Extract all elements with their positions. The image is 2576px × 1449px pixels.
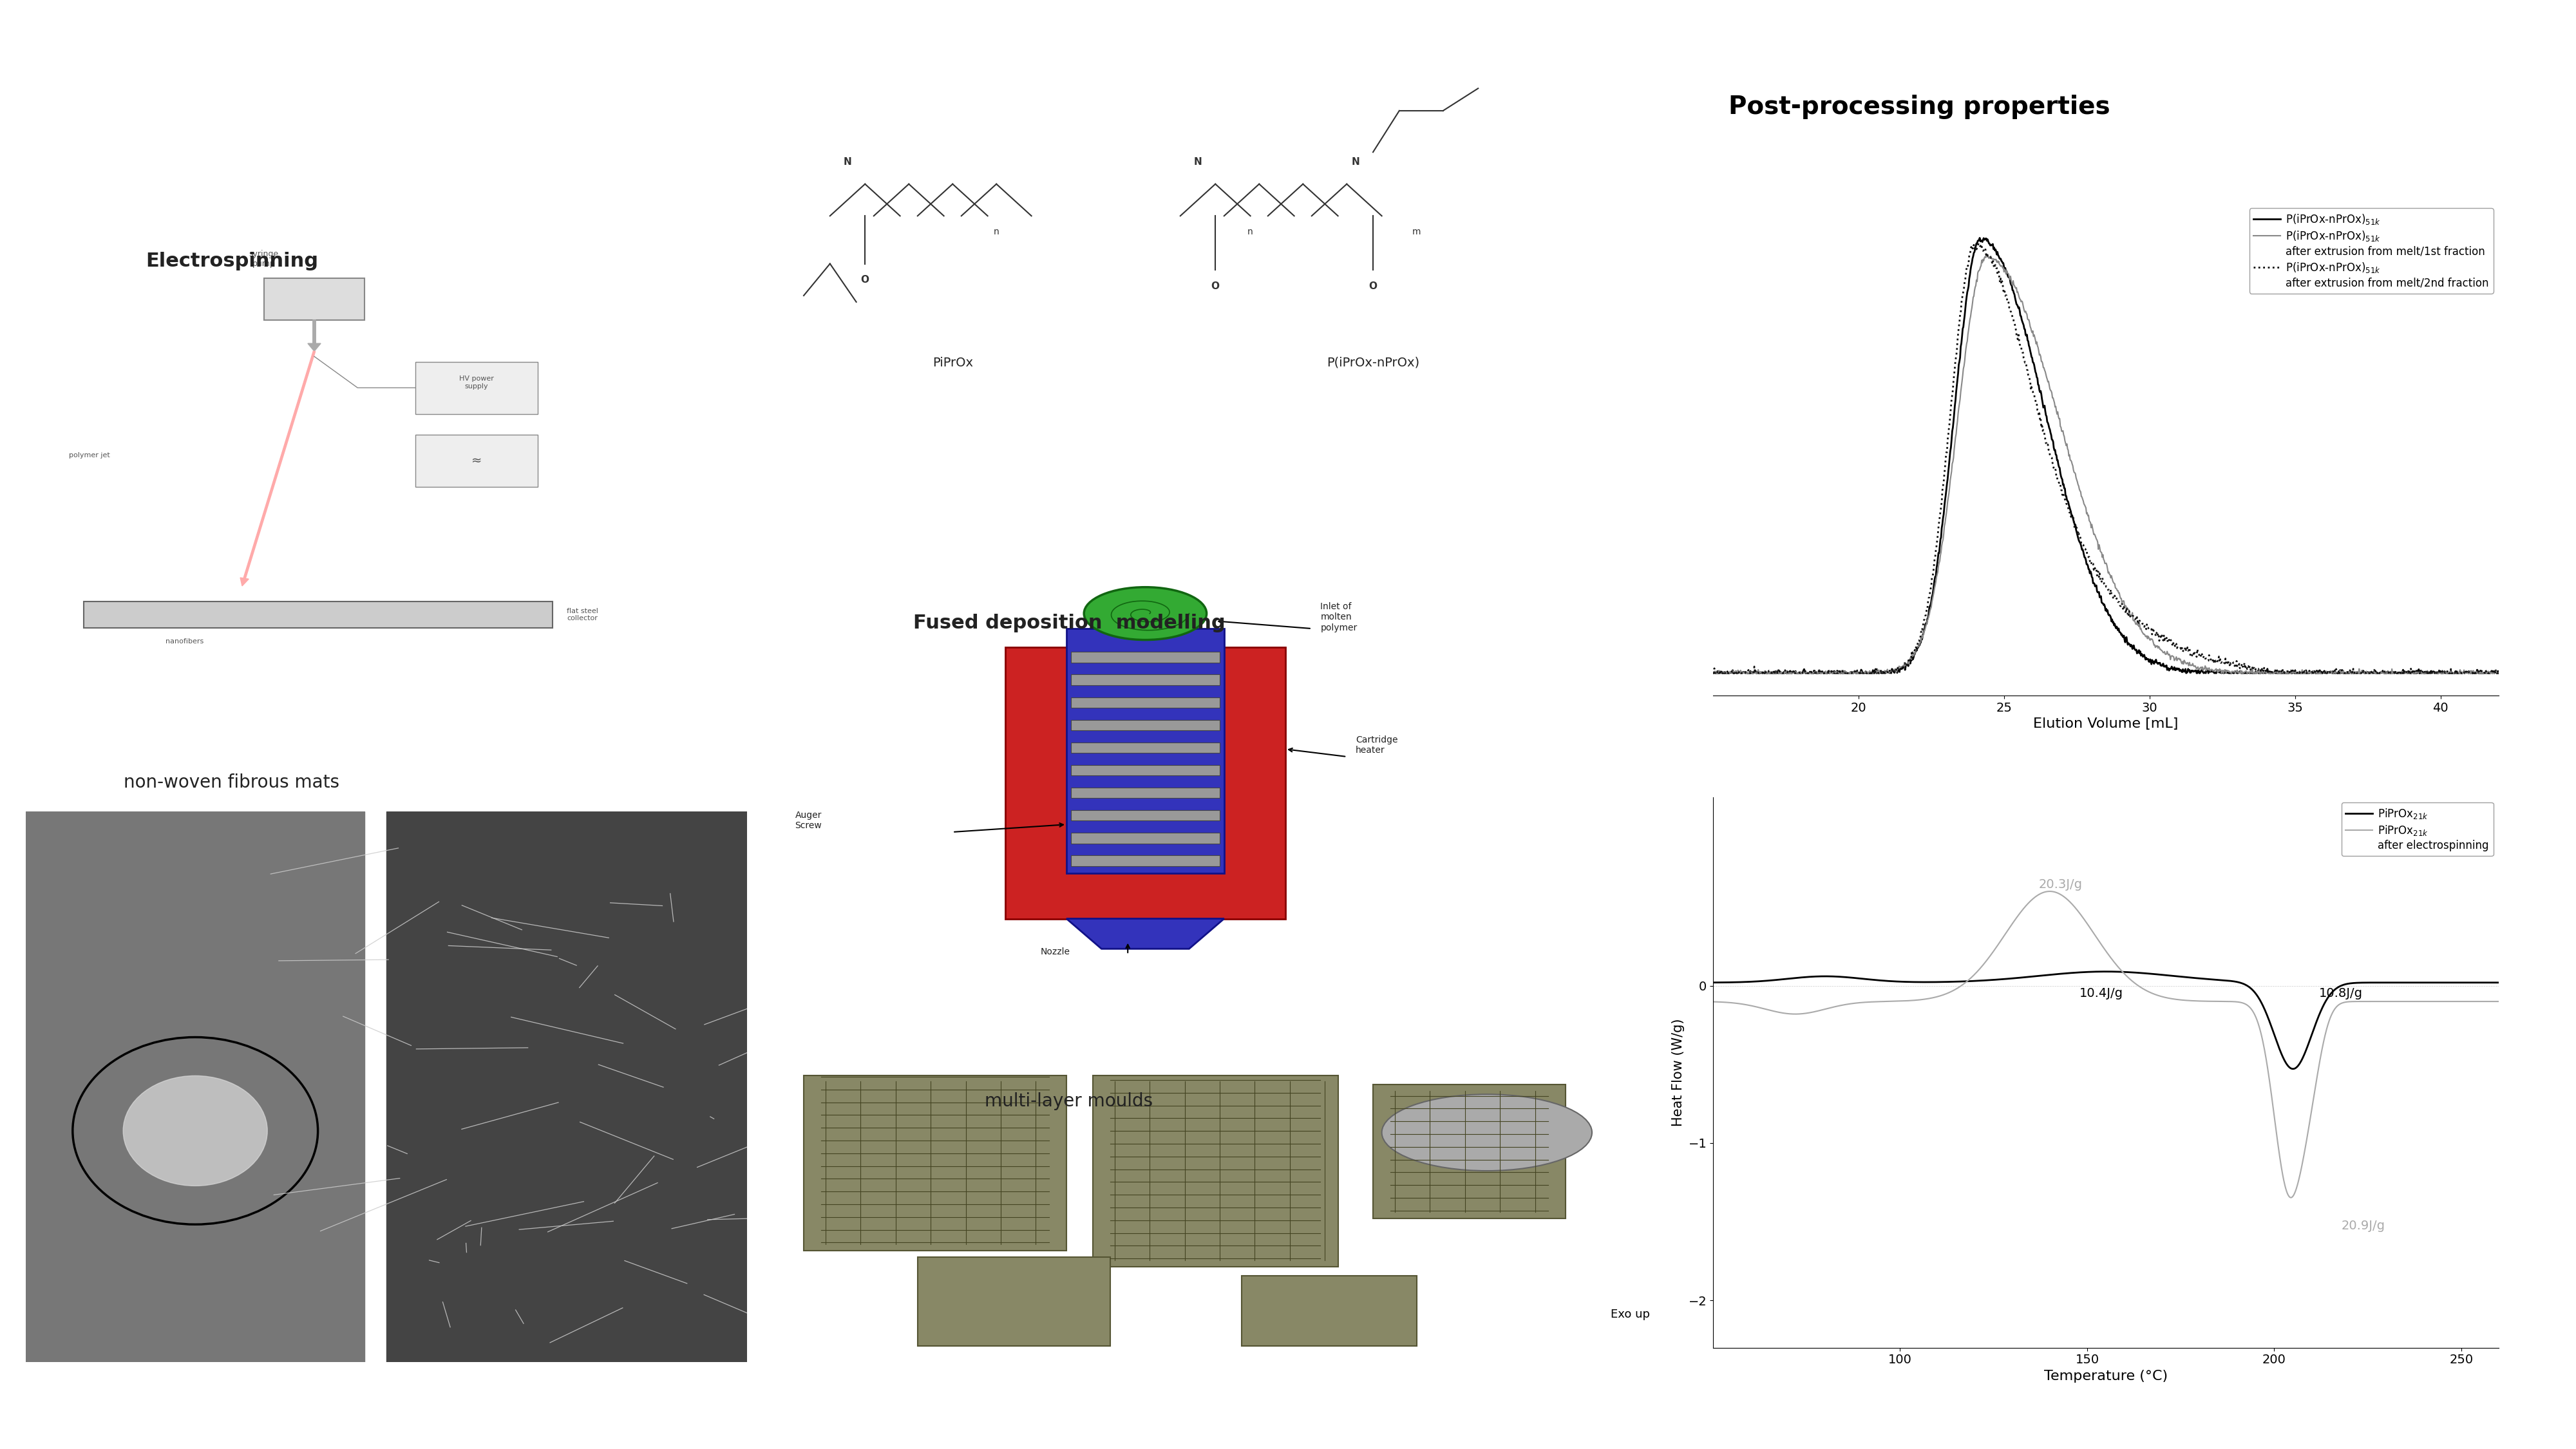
Bar	[804, 1075, 1066, 1250]
Legend: PiPrOx$_{21k}$, PiPrOx$_{21k}$, after electrospinning: PiPrOx$_{21k}$, PiPrOx$_{21k}$, after el…	[2342, 803, 2494, 856]
Bar	[82, 601, 551, 627]
Text: Electrospinning: Electrospinning	[144, 252, 319, 270]
Bar	[1072, 720, 1221, 730]
Bar	[1373, 1085, 1566, 1219]
Text: P(iPrOx-nPrOx): P(iPrOx-nPrOx)	[1327, 356, 1419, 369]
Text: N: N	[842, 156, 853, 167]
Bar	[26, 811, 366, 1362]
Text: Cartridge
heater: Cartridge heater	[1355, 736, 1399, 755]
Bar	[263, 278, 366, 320]
Bar	[1072, 697, 1221, 707]
Text: N: N	[1352, 156, 1360, 167]
Text: 20.3J/g: 20.3J/g	[2038, 878, 2081, 891]
Bar	[917, 1256, 1110, 1346]
Text: Inlet of
molten
polymer: Inlet of molten polymer	[1321, 603, 1358, 632]
Text: O: O	[860, 275, 868, 284]
Text: Auger
Screw: Auger Screw	[796, 811, 822, 830]
Text: Post-processing properties: Post-processing properties	[1728, 94, 2110, 119]
Bar	[1072, 855, 1221, 867]
Bar	[1072, 810, 1221, 820]
Text: 20.9J/g: 20.9J/g	[2342, 1220, 2385, 1232]
Text: O: O	[1211, 281, 1218, 291]
Text: Fused deposition  modelling: Fused deposition modelling	[912, 614, 1226, 632]
Text: multi-layer moulds: multi-layer moulds	[984, 1093, 1154, 1110]
Text: syringe
pump: syringe pump	[250, 249, 278, 268]
Text: n: n	[994, 227, 999, 236]
Text: ≈: ≈	[471, 455, 482, 467]
Bar	[415, 362, 538, 414]
X-axis label: Temperature (°C): Temperature (°C)	[2043, 1369, 2169, 1382]
FancyBboxPatch shape	[742, 67, 1654, 397]
FancyArrow shape	[240, 351, 314, 585]
FancyArrow shape	[307, 320, 322, 351]
Text: Nozzle: Nozzle	[1041, 948, 1069, 956]
Text: non-woven fibrous mats: non-woven fibrous mats	[124, 774, 340, 791]
Text: 10.8J/g: 10.8J/g	[2318, 987, 2362, 1000]
Text: N: N	[1193, 156, 1203, 167]
Bar	[1072, 742, 1221, 753]
Text: Exo up: Exo up	[1610, 1308, 1651, 1320]
Legend: P(iPrOx-nPrOx)$_{51k}$, P(iPrOx-nPrOx)$_{51k}$, after extrusion from melt/1st fr: P(iPrOx-nPrOx)$_{51k}$, P(iPrOx-nPrOx)$_…	[2249, 209, 2494, 294]
Circle shape	[124, 1075, 268, 1185]
Bar	[1072, 675, 1221, 685]
Text: 10.4J/g: 10.4J/g	[2079, 987, 2123, 1000]
Y-axis label: Heat Flow (W/g): Heat Flow (W/g)	[1672, 1019, 1685, 1126]
Text: PiPrOx: PiPrOx	[933, 356, 974, 369]
Bar	[1005, 648, 1285, 919]
X-axis label: Elution Volume [mL]: Elution Volume [mL]	[2032, 717, 2179, 730]
Bar	[415, 435, 538, 487]
Bar	[1072, 652, 1221, 662]
Bar	[386, 811, 747, 1362]
Bar	[1092, 1075, 1337, 1266]
Text: m: m	[1412, 227, 1422, 236]
Bar	[1072, 788, 1221, 798]
Polygon shape	[1066, 919, 1224, 949]
Circle shape	[1084, 587, 1206, 640]
Text: nanofibers: nanofibers	[165, 638, 204, 645]
Bar	[1072, 833, 1221, 843]
Circle shape	[1381, 1094, 1592, 1171]
Text: HV power
supply: HV power supply	[459, 375, 495, 390]
Text: flat steel
collector: flat steel collector	[567, 607, 598, 622]
Bar	[1242, 1277, 1417, 1346]
Text: n: n	[1247, 227, 1252, 236]
Bar	[1066, 629, 1224, 874]
Text: polymer jet: polymer jet	[70, 452, 111, 459]
Bar	[1072, 765, 1221, 775]
Text: O: O	[1368, 281, 1378, 291]
